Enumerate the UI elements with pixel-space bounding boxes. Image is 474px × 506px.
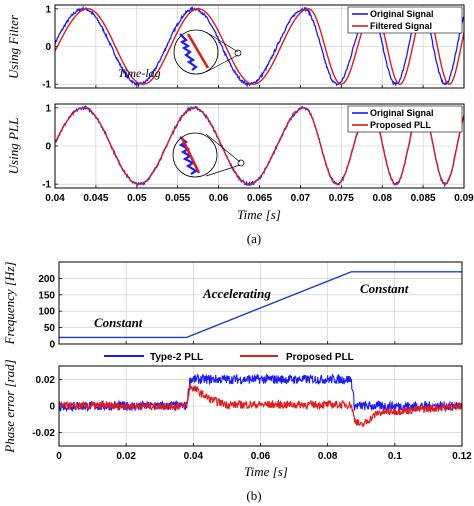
x-tick-label: 0.07 — [291, 193, 311, 204]
zoom-original-a-top — [179, 33, 198, 71]
yticks-b-bottom: -0.02 0 0.02 — [32, 375, 55, 439]
chart-a-bottom: -1 0 1 0.04 0.045 0.05 0.055 0.06 0.065 0.07 0.07… — [6, 103, 474, 222]
x-tick-label: 0.12 — [452, 451, 472, 462]
zoom-inset-a-bottom — [172, 132, 245, 178]
y-tick-label: -0.02 — [32, 428, 55, 439]
y-tick-label: 0 — [49, 402, 55, 413]
x-tick-label: 0.08 — [372, 193, 392, 204]
y-tick-label: 0 — [45, 142, 51, 153]
series-original-a-top — [54, 5, 465, 89]
caption-a: (a) — [247, 231, 261, 246]
zoom-connector-a-top-2 — [205, 54, 239, 73]
x-tick-label: 0.05 — [127, 193, 147, 204]
legend-a-top: Original Signal Filtered Signal — [347, 6, 463, 34]
legend-a-bottom: Original Signal Proposed PLL — [347, 105, 463, 133]
frame-b-top — [58, 261, 463, 345]
series-frequency — [59, 271, 462, 339]
caption-b: (b) — [246, 488, 261, 503]
series-type2-pll — [58, 372, 463, 413]
y-tick-label: -1 — [42, 180, 51, 191]
xticks-b-bottom: 0 0.02 0.04 0.06 0.08 0.1 0.12 — [56, 451, 472, 462]
legend-label-original-a-bottom: Original Signal — [370, 108, 434, 118]
zoom-filtered-a-top — [186, 33, 210, 69]
y-tick-label: 1 — [45, 103, 51, 114]
frame-a-bottom — [54, 103, 465, 189]
zoom-target-a-top — [234, 49, 242, 57]
zoom-connector-a-bottom-2 — [205, 164, 241, 177]
ylabel-b-bottom: Phase error [rad] — [2, 359, 17, 453]
ylabel-b-top: Frequency [Hz] — [2, 262, 17, 346]
y-tick-label: 100 — [38, 307, 55, 318]
chart-a-top: -1 0 1 Using Filter Original Signal Filter… — [6, 4, 465, 91]
chart-b-top: 0 50 100 150 200 Frequency [Hz] Constant Acc… — [2, 261, 463, 351]
x-tick-label: 0.04 — [184, 451, 204, 462]
y-tick-label: 200 — [38, 274, 55, 285]
zoom-connector-a-top-1 — [205, 31, 239, 53]
y-tick-label: 150 — [38, 290, 55, 301]
legend-label-original-a-top: Original Signal — [370, 9, 434, 19]
y-tick-label: 0 — [49, 340, 55, 351]
ylabel-a-top: Using Filter — [6, 14, 21, 79]
ylabel-a-bottom: Using PLL — [6, 118, 21, 175]
y-tick-label: -1 — [42, 80, 51, 91]
x-tick-label: 0 — [56, 451, 62, 462]
annotation-time-lag: Time-lag — [118, 66, 161, 80]
x-tick-label: 0.06 — [209, 193, 229, 204]
grid-a-top — [54, 5, 465, 88]
zoom-target-a-bottom — [237, 159, 245, 167]
x-tick-label: 0.04 — [45, 193, 65, 204]
x-tick-label: 0.065 — [247, 193, 272, 204]
frame-b-bottom — [58, 365, 463, 447]
annotation-constant-1: Constant — [94, 315, 143, 330]
x-tick-label: 0.075 — [329, 193, 354, 204]
zoom-connector-a-bottom-1 — [205, 133, 241, 163]
x-tick-label: 0.055 — [165, 193, 190, 204]
y-tick-label: 0 — [45, 42, 51, 53]
xlabel-a-bottom: Time [s] — [237, 207, 281, 222]
annotation-accelerating: Accelerating — [202, 286, 271, 301]
x-tick-label: 0.085 — [411, 193, 436, 204]
y-tick-label: 1 — [45, 4, 51, 15]
xticks-a-bottom: 0.04 0.045 0.05 0.055 0.06 0.065 0.07 0.075 0.08… — [45, 193, 474, 204]
legend-label-type2: Type-2 PLL — [150, 352, 203, 363]
zoom-inset-a-top — [173, 29, 242, 75]
legend-label-pll-a-bottom: Proposed PLL — [370, 120, 432, 130]
x-tick-label: 0.08 — [318, 451, 338, 462]
curves-b-bottom — [58, 372, 463, 427]
legend-box-a-bottom — [347, 105, 463, 133]
yticks-b-top: 0 50 100 150 200 — [38, 274, 55, 351]
series-filtered-a-top — [54, 8, 465, 85]
x-tick-label: 0.1 — [388, 451, 402, 462]
x-tick-label: 0.02 — [116, 451, 136, 462]
curves-a-top — [54, 5, 465, 89]
yticks-a-bottom: -1 0 1 — [42, 103, 51, 190]
annotation-constant-2: Constant — [360, 281, 409, 296]
x-tick-label: 0.09 — [454, 193, 474, 204]
x-tick-label: 0.045 — [83, 193, 108, 204]
x-tick-label: 0.06 — [251, 451, 271, 462]
xlabel-b-bottom: Time [s] — [244, 464, 288, 479]
y-tick-label: 50 — [44, 323, 56, 334]
curves-a-bottom — [54, 105, 465, 188]
y-tick-label: 0.02 — [36, 375, 56, 386]
legend-box-a-top — [347, 6, 463, 34]
yticks-a-top: -1 0 1 — [42, 4, 51, 90]
curves-b-top — [59, 271, 462, 339]
zoom-pll-a-bottom — [180, 137, 201, 174]
legend-label-proposed: Proposed PLL — [286, 352, 354, 363]
legend-label-filtered-a-top: Filtered Signal — [370, 21, 432, 31]
frame-a-top — [54, 4, 465, 89]
legend-b-bottom: Type-2 PLL Proposed PLL — [104, 352, 354, 363]
series-proposed-pll — [58, 383, 463, 427]
chart-b-bottom: Type-2 PLL Proposed PLL -0.02 0 0.02 0 0.02… — [2, 352, 472, 479]
series-pll-a-bottom — [54, 107, 465, 185]
